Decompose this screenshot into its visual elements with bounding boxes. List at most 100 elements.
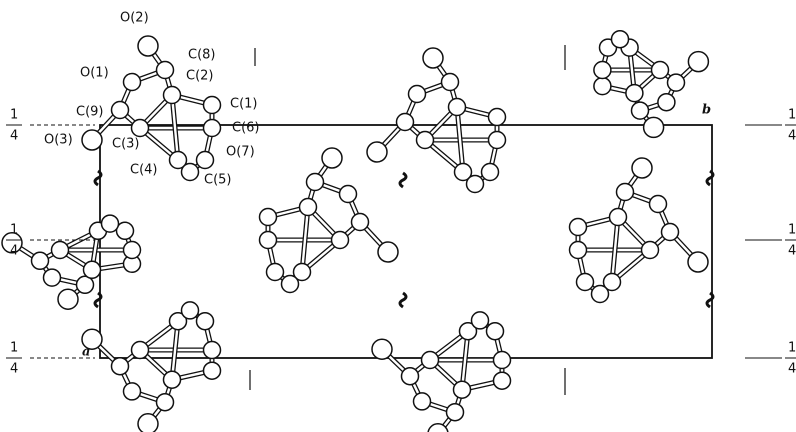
atom <box>485 321 505 341</box>
fraction-num: 1 <box>788 108 796 123</box>
fraction-num: 1 <box>788 223 796 238</box>
screw-axis <box>93 169 103 187</box>
atom <box>640 240 660 260</box>
screw-axis <box>705 169 715 187</box>
atom <box>202 361 222 380</box>
atom <box>258 207 278 227</box>
screw-axis <box>398 171 408 189</box>
atom <box>57 288 79 310</box>
atom <box>265 262 285 282</box>
atom <box>440 72 460 92</box>
atom <box>350 212 370 232</box>
atom <box>631 157 653 179</box>
fraction-num: 1 <box>10 223 18 238</box>
atom <box>155 392 175 412</box>
fraction-den: 4 <box>10 244 18 259</box>
fraction-num: 1 <box>788 341 796 356</box>
atom <box>615 182 635 202</box>
atom <box>487 107 507 127</box>
atom <box>50 240 70 260</box>
atom <box>395 112 415 132</box>
atom-label: C(1) <box>230 97 258 112</box>
screw-axis <box>705 291 715 309</box>
atom <box>137 35 159 57</box>
atom <box>568 240 588 260</box>
atom <box>447 97 467 117</box>
fraction-num: 1 <box>10 341 18 356</box>
unit-cell <box>99 124 713 359</box>
atom <box>420 350 440 370</box>
atom-label: C(6) <box>232 121 260 136</box>
atom <box>400 366 420 386</box>
atom <box>602 272 622 292</box>
atom <box>625 83 644 103</box>
atom-label: C(8) <box>188 48 216 63</box>
atom <box>452 380 472 399</box>
atom <box>280 274 300 294</box>
atom-label: C(9) <box>76 105 104 120</box>
atom <box>130 118 150 138</box>
atom <box>180 162 200 182</box>
atom <box>202 340 222 360</box>
fraction-den: 4 <box>788 129 796 144</box>
atom <box>422 47 444 69</box>
atom <box>180 301 200 320</box>
atom-label: C(2) <box>186 69 214 84</box>
atom <box>81 328 103 350</box>
atom <box>122 72 142 92</box>
bond-inner <box>170 321 180 380</box>
atom <box>465 174 485 194</box>
axis-b-label: b <box>702 103 711 118</box>
atom <box>82 260 102 280</box>
screw-axis <box>398 291 408 309</box>
atom <box>330 230 350 250</box>
fraction-den: 4 <box>10 129 18 144</box>
atom <box>407 84 427 104</box>
screw-axis <box>93 291 103 309</box>
atom <box>630 101 650 120</box>
atom-label: C(3) <box>112 137 140 152</box>
bond-inner <box>460 331 470 390</box>
atom <box>366 141 388 163</box>
atom <box>298 197 318 217</box>
atom-label: C(5) <box>204 173 232 188</box>
atom <box>195 311 215 331</box>
atom-label: O(3) <box>44 133 73 148</box>
atom <box>137 413 159 432</box>
atom <box>590 284 610 304</box>
atom <box>657 92 676 112</box>
atom <box>110 356 130 376</box>
atom <box>575 272 595 292</box>
fraction-den: 4 <box>788 244 796 259</box>
atom <box>487 130 507 150</box>
atom-label: O(1) <box>80 66 109 81</box>
atom <box>687 50 710 73</box>
atom <box>492 371 512 390</box>
atom <box>445 402 465 422</box>
atom <box>42 268 62 287</box>
fraction-den: 4 <box>10 362 18 377</box>
atom <box>321 147 343 169</box>
bond-inner <box>300 206 310 273</box>
atom <box>30 251 50 271</box>
atom-label: C(4) <box>130 163 158 178</box>
atom <box>155 60 175 80</box>
atom <box>593 76 612 96</box>
atom <box>648 194 668 214</box>
atom <box>660 222 680 242</box>
atom <box>412 392 432 411</box>
fraction-num: 1 <box>10 108 18 123</box>
atom <box>258 230 278 250</box>
atom <box>338 184 358 204</box>
atom <box>687 251 709 273</box>
atom <box>568 217 588 237</box>
atom <box>593 60 612 80</box>
atom <box>115 221 135 241</box>
atom <box>377 241 399 263</box>
atom-label: O(2) <box>120 11 149 26</box>
atom <box>168 150 188 170</box>
atom <box>415 130 435 150</box>
atom <box>292 262 312 282</box>
atom <box>492 350 512 370</box>
